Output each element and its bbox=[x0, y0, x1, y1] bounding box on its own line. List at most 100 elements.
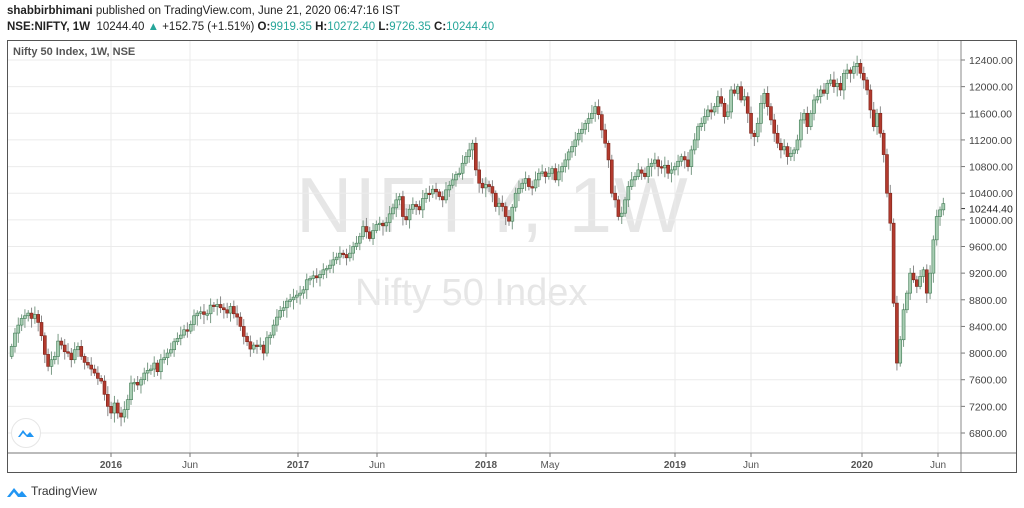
up-candle bbox=[464, 156, 468, 164]
watermark-description: Nifty 50 Index bbox=[355, 272, 588, 314]
down-candle bbox=[848, 69, 853, 74]
down-candle bbox=[89, 364, 94, 370]
up-candle bbox=[192, 315, 196, 325]
up-candle bbox=[905, 292, 909, 311]
up-candle bbox=[692, 139, 697, 151]
down-candle bbox=[924, 269, 929, 294]
up-candle bbox=[663, 164, 667, 169]
chart-frame bbox=[7, 40, 1017, 473]
up-candle bbox=[391, 207, 395, 215]
up-candle bbox=[467, 149, 472, 157]
price-tick-label: 6800.00 bbox=[969, 428, 1007, 440]
down-candle bbox=[115, 402, 120, 414]
up-candle bbox=[550, 168, 554, 174]
up-candle bbox=[447, 184, 452, 191]
up-candle bbox=[842, 73, 846, 91]
up-candle bbox=[129, 382, 133, 400]
down-candle bbox=[404, 216, 409, 221]
down-candle bbox=[261, 344, 266, 354]
up-candle bbox=[278, 310, 283, 318]
up-candle bbox=[152, 362, 157, 370]
up-candle bbox=[590, 112, 594, 119]
time-tick-label: 2020 bbox=[851, 460, 874, 471]
up-candle bbox=[251, 344, 256, 350]
author-name[interactable]: shabbirbhimani bbox=[7, 5, 93, 17]
down-candle bbox=[102, 380, 107, 395]
up-candle bbox=[33, 314, 37, 319]
up-candle bbox=[729, 89, 733, 113]
up-candle bbox=[285, 300, 289, 309]
up-candle bbox=[371, 230, 375, 239]
up-candle bbox=[454, 174, 458, 181]
time-tick-label: 2016 bbox=[100, 460, 123, 471]
down-candle bbox=[155, 362, 160, 373]
down-candle bbox=[752, 132, 757, 137]
up-candle bbox=[931, 239, 936, 274]
up-candle bbox=[357, 236, 362, 244]
up-candle bbox=[533, 179, 538, 189]
time-tick-label: Jun bbox=[369, 460, 385, 471]
down-candle bbox=[248, 341, 253, 350]
up-candle bbox=[510, 206, 515, 222]
up-candle bbox=[908, 272, 912, 294]
down-candle bbox=[722, 102, 727, 117]
high-label: H: bbox=[315, 21, 328, 33]
down-candle bbox=[772, 119, 777, 134]
price-tick-label: 10800.00 bbox=[969, 162, 1013, 174]
up-candle bbox=[938, 209, 942, 217]
down-candle bbox=[367, 231, 372, 239]
up-candle bbox=[178, 334, 183, 339]
up-candle bbox=[76, 346, 80, 351]
down-candle bbox=[891, 222, 896, 304]
down-candle bbox=[480, 182, 485, 189]
up-candle bbox=[901, 309, 906, 341]
down-candle bbox=[212, 304, 216, 307]
down-candle bbox=[530, 186, 535, 189]
close-value: 10244.40 bbox=[446, 21, 495, 33]
up-candle bbox=[792, 149, 796, 154]
up-candle bbox=[845, 69, 849, 74]
down-candle bbox=[66, 351, 70, 354]
down-candle bbox=[769, 106, 773, 121]
down-candle bbox=[135, 382, 140, 386]
down-candle bbox=[745, 96, 750, 114]
down-candle bbox=[656, 159, 661, 167]
up-candle bbox=[460, 162, 465, 174]
up-candle bbox=[318, 274, 322, 279]
up-candle bbox=[537, 172, 541, 181]
up-candle bbox=[812, 99, 816, 114]
up-candle bbox=[898, 339, 903, 364]
up-candle bbox=[470, 142, 475, 151]
down-candle bbox=[381, 222, 385, 227]
up-candle bbox=[808, 112, 813, 127]
down-candle bbox=[96, 372, 100, 379]
up-candle bbox=[560, 166, 564, 173]
time-tick-label: Jun bbox=[743, 460, 759, 471]
price-tick-label: 8000.00 bbox=[969, 348, 1007, 360]
up-candle bbox=[762, 93, 767, 104]
up-candle bbox=[208, 304, 213, 315]
up-candle bbox=[308, 278, 312, 281]
down-candle bbox=[527, 178, 531, 187]
tradingview-logo-icon bbox=[18, 430, 34, 437]
up-candle bbox=[374, 224, 379, 231]
down-candle bbox=[915, 279, 919, 287]
up-candle bbox=[669, 169, 674, 174]
down-candle bbox=[255, 344, 259, 347]
down-candle bbox=[344, 254, 349, 259]
up-candle bbox=[653, 159, 657, 164]
up-candle bbox=[759, 102, 763, 124]
down-candle bbox=[99, 378, 103, 382]
up-candle bbox=[72, 349, 77, 361]
footer-brand[interactable]: TradingView bbox=[6, 484, 97, 498]
down-candle bbox=[682, 156, 687, 161]
down-candle bbox=[775, 132, 780, 144]
up-candle bbox=[298, 292, 302, 296]
last-price-axis-label: 10244.40 bbox=[969, 204, 1013, 216]
up-candle bbox=[556, 171, 561, 181]
down-candle bbox=[437, 191, 442, 197]
price-tick-label: 7600.00 bbox=[969, 375, 1007, 387]
tradingview-badge[interactable] bbox=[11, 418, 41, 448]
up-candle bbox=[563, 159, 568, 167]
